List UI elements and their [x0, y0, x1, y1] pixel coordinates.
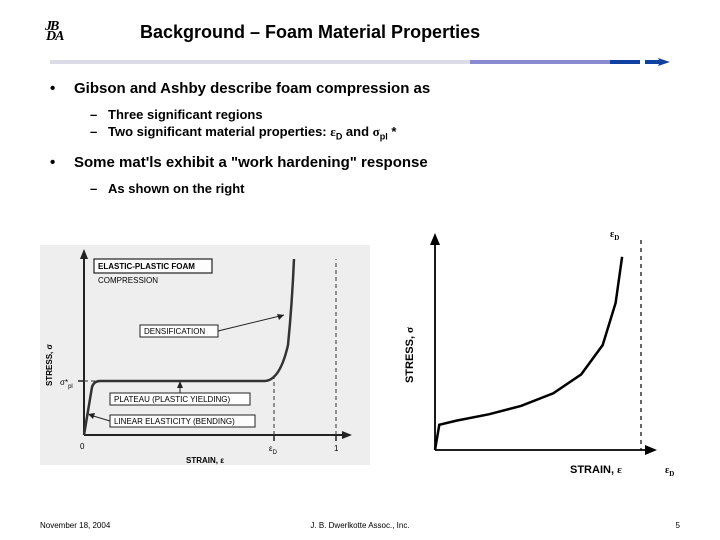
right-stress-strain-figure: STRESS, σ εD STRAIN, ε εD: [395, 225, 685, 485]
y-arrow-icon: [430, 233, 440, 245]
right-curve: [435, 257, 622, 450]
left-one-tick: 1: [334, 444, 339, 453]
right-y-label: STRESS, σ: [404, 327, 416, 383]
ann-lin: LINEAR ELASTICITY (BENDING): [114, 417, 235, 426]
bullet-2-sub-1-text: As shown on the right: [108, 181, 245, 196]
content-area: • Gibson and Ashby describe foam compres…: [50, 80, 670, 198]
right-top-ed: εD: [610, 229, 619, 242]
left-box-sub: COMPRESSION: [98, 276, 158, 285]
logo-a: A: [55, 29, 61, 44]
b1s2-post: *: [388, 124, 397, 139]
bullet-1-sub-1: – Three significant regions: [90, 107, 670, 122]
left-stress-strain-figure: STRESS, σ 0 εD 1 σ*pl STRAIN, ε ELASTIC-…: [40, 245, 370, 465]
left-y-label: STRESS, σ: [45, 344, 54, 386]
b1s2-pre: Two significant material properties:: [108, 124, 330, 139]
left-x-label: STRAIN, ε: [186, 456, 224, 465]
divider-arrow: [50, 58, 670, 66]
ann-plat: PLATEAU (PLASTIC YIELDING): [114, 395, 231, 404]
footer-page-number: 5: [676, 521, 680, 530]
right-corner-ed: εD: [665, 465, 674, 478]
logo-d: D: [46, 29, 53, 44]
bullet-1-sub-1-text: Three significant regions: [108, 107, 263, 122]
ann-dens: DENSIFICATION: [144, 327, 205, 336]
b1s2-sym2: σ: [373, 124, 380, 139]
b1s2-sub2: pl: [380, 132, 388, 142]
logo: JB DA: [45, 22, 61, 42]
bullet-marker: •: [50, 80, 74, 97]
bullet-2-text: Some mat'ls exhibit a "work hardening" r…: [74, 154, 428, 171]
bullet-marker: •: [50, 154, 74, 171]
bullet-1-sub-2: – Two significant material properties: ε…: [90, 124, 670, 142]
bullet-1-sub-2-text: Two significant material properties: εD …: [108, 124, 396, 142]
bullet-1: • Gibson and Ashby describe foam compres…: [50, 80, 670, 97]
dash-marker: –: [90, 107, 108, 122]
b1s2-mid: and: [342, 124, 372, 139]
bullet-1-text: Gibson and Ashby describe foam compressi…: [74, 80, 430, 97]
footer-company: J. B. Dwerlkotte Assoc., Inc.: [0, 521, 720, 530]
bullet-2: • Some mat'ls exhibit a "work hardening"…: [50, 154, 670, 171]
right-x-label: STRAIN, ε: [570, 464, 622, 476]
bullet-2-sub-1: – As shown on the right: [90, 181, 670, 196]
left-origin: 0: [80, 442, 85, 451]
x-arrow-icon: [645, 445, 657, 455]
page-title: Background – Foam Material Properties: [140, 22, 480, 43]
dash-marker: –: [90, 181, 108, 196]
dash-marker: –: [90, 124, 108, 139]
left-box-label: ELASTIC-PLASTIC FOAM: [98, 262, 195, 271]
